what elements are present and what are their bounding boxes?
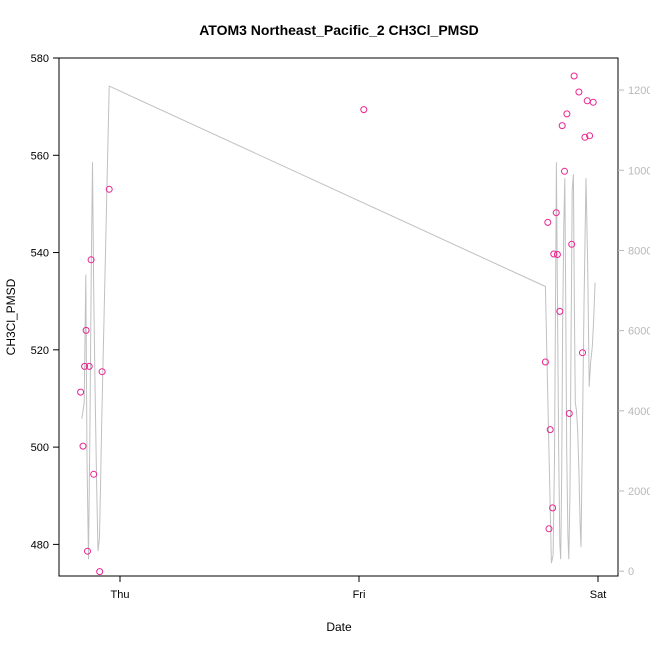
y-tick-label: 480: [31, 539, 49, 551]
y2-tick-label: 8000: [628, 245, 650, 257]
altitude-line: [81, 85, 596, 564]
data-point: [565, 410, 573, 417]
data-points: [77, 72, 597, 576]
y-tick-label: 560: [31, 150, 49, 162]
y2-tick-label: 2000: [628, 486, 650, 498]
data-point: [575, 88, 583, 96]
data-point: [553, 251, 561, 258]
data-point: [568, 240, 576, 248]
data-point: [90, 470, 98, 478]
y-axis-left: 480 500 520 540 560 580: [31, 53, 59, 551]
plot-frame: [58, 57, 619, 577]
data-point: [552, 209, 560, 217]
y-tick-label: 540: [31, 248, 49, 260]
y2-tick-label: 4000: [628, 406, 650, 418]
x-axis: Thu Fri Sat: [111, 576, 607, 601]
data-point: [581, 133, 589, 141]
data-point: [570, 72, 578, 80]
data-point: [105, 185, 113, 193]
data-point: [81, 362, 89, 370]
y-tick-label: 580: [31, 53, 49, 65]
data-point: [544, 218, 552, 226]
data-point: [82, 326, 90, 334]
data-point: [79, 442, 87, 450]
data-point: [579, 349, 586, 357]
y2-tick-label: 6000: [628, 326, 650, 338]
data-point: [84, 547, 91, 555]
data-point: [558, 122, 566, 130]
data-point: [360, 106, 368, 114]
y2-tick-label: 10000: [628, 165, 650, 177]
x-axis-label: Date: [326, 620, 352, 634]
data-point: [96, 568, 104, 576]
data-point: [561, 167, 568, 175]
y2-tick-label: 12000: [628, 85, 650, 97]
x-tick-label: Thu: [111, 589, 130, 601]
data-point: [98, 368, 106, 376]
data-point: [583, 97, 591, 105]
y-tick-label: 500: [31, 442, 49, 454]
data-point: [556, 307, 564, 315]
y2-tick-label: 0: [628, 566, 634, 578]
chart-title: ATOM3 Northeast_Pacific_2 CH3Cl_PMSD: [199, 22, 479, 38]
x-tick-label: Fri: [353, 589, 366, 601]
data-point: [549, 504, 557, 512]
data-point: [85, 362, 93, 370]
data-point: [589, 98, 597, 106]
data-point: [545, 525, 553, 533]
data-point: [563, 110, 571, 118]
data-point: [586, 132, 594, 140]
plot-area: [77, 72, 597, 576]
x-tick-label: Sat: [590, 589, 607, 601]
data-point: [77, 388, 85, 396]
data-point: [546, 426, 554, 434]
y-tick-label: 520: [31, 345, 49, 357]
y-axis-label: CH3Cl_PMSD: [4, 278, 18, 355]
data-point: [541, 358, 549, 366]
y-axis-right: 0 2000 4000 6000 8000 10000 12000: [618, 85, 650, 578]
data-point: [550, 250, 558, 258]
data-point: [87, 256, 95, 264]
